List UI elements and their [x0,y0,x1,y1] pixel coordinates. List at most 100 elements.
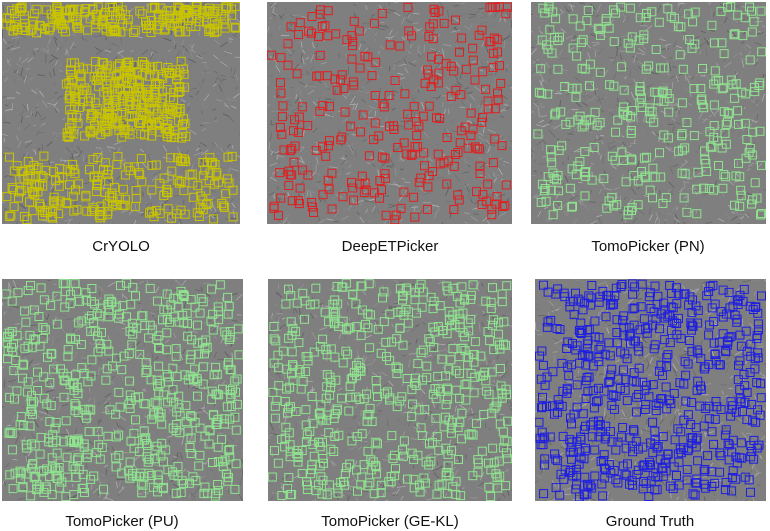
particle-pick-box [719,170,729,180]
particle-pick-box [103,126,113,136]
noise-texture [204,459,209,465]
noise-texture [572,218,578,224]
particle-pick-box [478,113,488,122]
particle-pick-box [580,191,590,201]
particle-pick-box [721,119,731,129]
particle-pick-box [120,124,130,134]
particle-pick-box [147,119,157,129]
noise-texture [356,211,360,215]
particle-pick-box [682,207,692,217]
particle-pick-box [648,163,658,173]
noise-texture [303,73,308,79]
noise-texture [227,143,231,148]
noise-texture [539,30,544,35]
noise-texture [578,181,583,184]
particle-pick-box [709,132,719,142]
particle-pick-box [370,91,380,100]
particle-pick-box [68,191,78,201]
noise-texture [108,335,110,341]
noise-texture [227,190,229,199]
noise-texture [623,196,627,201]
noise-texture [184,37,188,43]
particle-pick-box [369,18,379,28]
noise-texture [482,86,489,95]
noise-texture [499,109,507,112]
particle-pick-box [294,30,303,39]
particle-pick-box [187,169,197,179]
noise-texture [111,446,115,452]
noise-texture [133,216,138,220]
noise-texture [668,147,673,150]
noise-texture [72,351,78,360]
noise-texture [230,197,234,203]
noise-texture [267,189,269,191]
noise-texture [531,39,539,44]
particle-pick-box [67,119,77,128]
noise-texture [99,491,102,498]
particle-pick-box [468,124,478,134]
particle-pick-box [434,68,444,78]
particle-pick-box [377,152,387,162]
noise-texture [117,373,120,382]
particle-pick-box [635,98,645,108]
noise-texture [498,167,504,176]
particle-pick-box [604,23,614,33]
noise-texture [763,128,766,131]
noise-texture [507,136,510,142]
particle-pick-box [709,100,719,110]
noise-texture [675,158,679,162]
particle-pick-box [560,82,570,91]
noise-texture [227,489,230,495]
particle-pick-box [740,118,750,128]
particle-pick-box [200,165,210,175]
particle-pick-box [390,215,400,224]
particle-pick-box [346,121,356,131]
particle-pick-box [449,205,459,214]
noise-texture [421,192,431,196]
noise-texture [710,109,716,117]
noise-texture [539,35,543,43]
particle-pick-box [28,187,37,196]
noise-texture [331,222,334,224]
noise-texture [168,47,173,54]
noise-texture [469,93,475,101]
noise-texture [468,189,471,198]
noise-texture [209,217,215,223]
noise-texture [423,132,429,139]
noise-texture [334,89,336,94]
particle-pick-box [483,96,493,106]
noise-texture [156,283,165,287]
noise-texture [240,320,243,324]
noise-texture [735,172,740,177]
noise-texture [393,64,396,71]
noise-texture [184,459,190,466]
noise-texture [88,309,95,312]
noise-texture [166,48,171,51]
noise-texture [683,87,689,92]
noise-texture [480,21,488,25]
noise-texture [480,67,486,75]
noise-texture [25,6,31,12]
particle-pick-box [581,116,591,126]
noise-texture [423,132,431,137]
noise-texture [392,180,397,184]
noise-texture [204,215,210,219]
noise-texture [169,337,173,347]
noise-texture [25,68,30,71]
noise-texture [370,28,375,35]
noise-texture [456,80,463,86]
noise-texture [532,57,539,64]
noise-texture [168,461,172,466]
noise-texture [107,351,114,356]
particle-pick-box [103,114,113,124]
noise-texture [277,70,280,74]
particle-pick-box [664,107,674,117]
noise-texture [32,51,35,56]
noise-texture [63,188,67,195]
particle-pick-box [488,62,498,72]
noise-texture [679,170,686,176]
noise-texture [289,23,293,27]
noise-texture [640,162,644,164]
noise-texture [13,358,17,367]
particle-pick-box [409,192,419,202]
